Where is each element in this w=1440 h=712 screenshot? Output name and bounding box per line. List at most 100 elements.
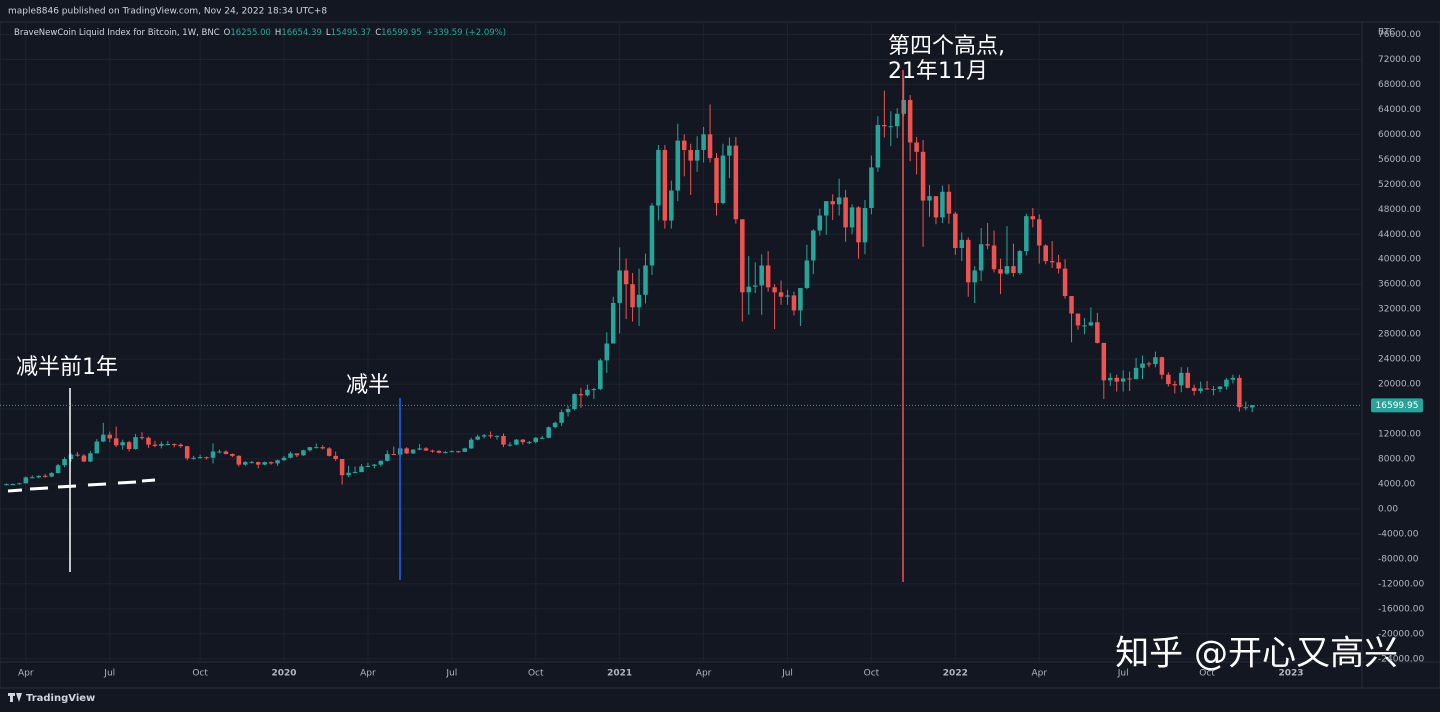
candle-body [191,457,196,459]
y-tick-label: 56000.00 [1378,155,1421,165]
candle-body [572,394,577,410]
y-tick-label: 40000.00 [1378,255,1421,265]
candle-body [882,125,887,127]
candle-body [223,451,229,455]
candle-body [55,465,61,474]
candle-body [462,448,468,452]
ohlc-value: 16255.00 [230,28,271,38]
grid [0,22,1362,662]
candle-body [1011,266,1016,273]
candle-body [636,294,642,308]
candle-body [1088,322,1094,326]
candle-body [139,437,145,439]
candle-body [688,149,693,161]
candle-body [391,454,397,456]
candle-body [1166,374,1171,385]
candle-body [249,462,255,464]
candle-body [326,448,332,456]
x-tick-label: 2021 [607,669,632,679]
candle-body [662,149,668,221]
candle-body [294,453,300,456]
candle-body [1049,261,1055,263]
candle-body [1185,372,1190,388]
x-tick-label: Jul [781,669,793,679]
candle-body [643,265,648,295]
candle-body [598,360,603,390]
candle-body [1004,266,1010,274]
candle-body [68,454,74,460]
candle-body [888,126,894,128]
y-tick-label: -4000.00 [1378,529,1419,539]
x-tick-label: 2022 [943,669,968,679]
candle-body [539,437,545,439]
candle-body [514,439,519,445]
ohlc-value: 16654.39 [281,28,322,38]
candle-body [456,451,461,453]
candle-body [1237,377,1242,408]
candle-body [488,435,493,437]
candle-body [675,140,681,191]
candle-body [17,483,22,485]
candle-body [49,473,54,477]
candle-body [417,448,422,450]
candle-body [1036,219,1042,246]
candle-body [991,245,997,270]
change: +339.59 (+2.09%) [426,28,506,38]
candle-body [42,475,48,477]
candle-body [546,427,551,438]
candle-body [740,219,745,293]
candle-body [798,287,803,311]
candle-body [1198,388,1203,391]
x-tick-label: Oct [528,669,544,679]
candle-body [333,455,338,460]
candle-body [920,151,926,201]
candle-body [1133,367,1139,380]
candle-body [759,265,764,286]
candle-body [281,457,287,461]
candle-body [849,207,855,228]
candle-body [36,475,41,478]
candle-body [307,447,313,451]
candle-body [165,444,171,446]
y-tick-label: 20000.00 [1378,380,1421,390]
candle-body [494,435,500,437]
candle-body [230,454,235,456]
candle-body [843,197,848,228]
symbol-name: BraveNewCoin Liquid Index for Bitcoin, 1… [14,28,220,38]
chart-frame [0,21,1440,689]
candle-body [1069,296,1074,314]
ohlc-label: H [275,28,281,38]
candle-body [88,453,93,462]
candle-body [772,287,777,293]
candle-body [481,435,487,437]
candle-body [475,436,480,440]
candle-body [62,459,67,466]
x-tick-label: Jul [103,669,115,679]
y-tick-label: 48000.00 [1378,205,1421,215]
candle-body [1056,262,1061,269]
candle-body [817,215,823,231]
y-tick-label: 32000.00 [1378,305,1421,315]
candle-body [410,449,416,454]
candle-body [610,302,616,344]
candle-body [746,286,752,293]
candle-body [23,477,29,484]
annotation: 21年11月 [888,59,988,84]
candle-body [268,462,274,464]
candle-body [372,464,377,466]
candle-body [101,434,106,442]
x-tick-label: Apr [696,669,712,679]
y-tick-label: -8000.00 [1378,554,1419,564]
candle-body [856,207,861,243]
candle-body [1159,357,1165,375]
candle-body [778,292,784,297]
candle-body [752,285,758,287]
candle-body [1017,251,1023,273]
footer-logo: TradingView [8,693,95,704]
ohlc-value: 16599.95 [381,28,422,38]
x-tick-label: Jul [445,669,457,679]
candle-body [656,149,661,206]
candle-body [565,409,571,413]
y-tick-label: -24000.00 [1378,654,1424,664]
